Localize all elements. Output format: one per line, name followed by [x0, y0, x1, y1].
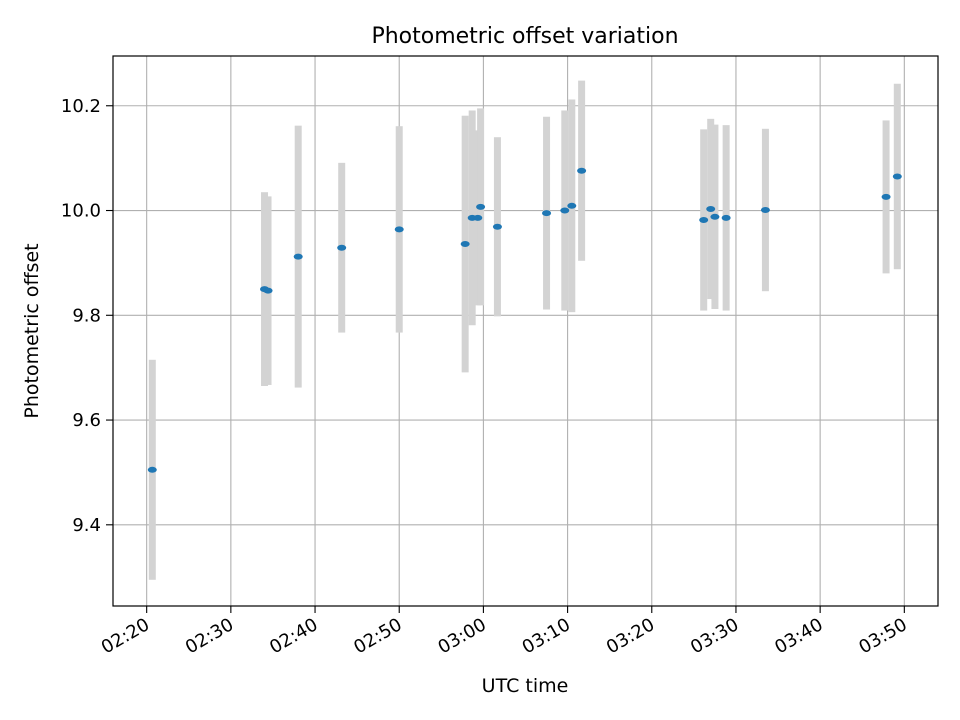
grid: [113, 56, 938, 606]
data-points: [147, 167, 902, 473]
chart-title: Photometric offset variation: [371, 24, 678, 49]
x-tick-label: 02:40: [266, 614, 321, 658]
data-point: [721, 214, 731, 221]
y-tick-label: 9.8: [72, 305, 101, 326]
data-point: [337, 244, 347, 251]
x-tick-label: 02:50: [350, 614, 405, 658]
x-tick-label: 03:40: [771, 614, 826, 658]
data-point: [492, 223, 502, 230]
data-point: [567, 202, 577, 209]
x-tick-label: 03:50: [855, 614, 910, 658]
x-tick-label: 03:10: [519, 614, 574, 658]
data-point: [542, 210, 552, 217]
plot-frame: [112, 55, 939, 607]
x-tick-label: 03:20: [603, 614, 658, 658]
data-point: [476, 203, 486, 210]
x-tick-label: 03:30: [687, 614, 742, 658]
data-point: [881, 193, 891, 200]
data-point: [473, 214, 483, 221]
x-tick-label: 02:30: [182, 614, 237, 658]
data-point: [577, 167, 587, 174]
y-tick-label: 9.6: [72, 410, 101, 431]
data-point: [263, 287, 273, 294]
y-axis-label: Photometric offset: [21, 243, 43, 418]
x-tick-label: 02:20: [98, 614, 153, 658]
data-point: [147, 466, 157, 473]
x-tick-label: 03:00: [434, 614, 489, 658]
data-point: [460, 241, 470, 248]
data-point: [706, 205, 716, 212]
data-point: [760, 207, 770, 213]
data-point: [293, 253, 303, 260]
y-tick-label: 10.0: [61, 201, 101, 222]
errorbars: [148, 80, 901, 580]
y-axis-ticks: 9.4 9.6 9.8 10.0 10.2: [61, 96, 113, 536]
data-point: [892, 173, 902, 180]
data-point: [560, 207, 570, 214]
x-axis-ticks: 02:20 02:30 02:40 02:50 03:00 03:10 03:20 03:30…: [98, 606, 911, 658]
data-point: [710, 213, 720, 220]
data-point: [394, 226, 404, 233]
x-axis-label: UTC time: [482, 675, 569, 697]
y-tick-label: 9.4: [72, 515, 101, 536]
y-tick-label: 10.2: [61, 96, 101, 117]
data-point: [699, 216, 709, 223]
